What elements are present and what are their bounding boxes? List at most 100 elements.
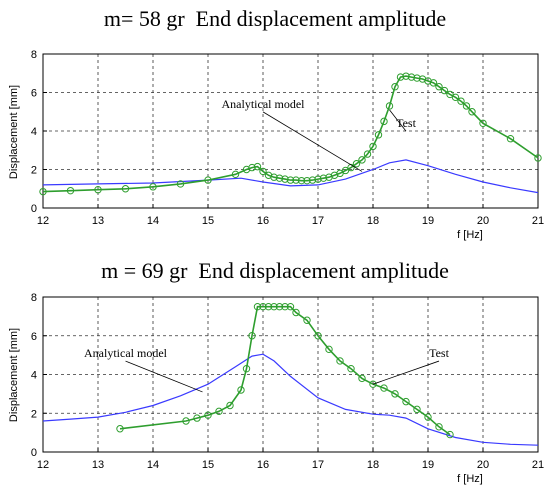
data-point xyxy=(303,316,311,324)
data-point xyxy=(369,142,377,151)
data-point xyxy=(253,162,262,171)
y-tick-label: 2 xyxy=(31,408,37,420)
data-point xyxy=(369,380,377,388)
data-point xyxy=(435,83,443,91)
data-point xyxy=(292,308,300,317)
annotation-arrow xyxy=(389,109,407,132)
series-line-test xyxy=(42,75,539,193)
x-tick-label: 16 xyxy=(257,215,269,227)
data-point xyxy=(259,302,267,311)
data-point xyxy=(308,176,317,184)
y-tick-label: 6 xyxy=(31,331,37,343)
data-point xyxy=(242,364,251,373)
data-point xyxy=(380,117,388,126)
data-point xyxy=(248,332,256,340)
y-tick-label: 0 xyxy=(31,447,37,459)
data-point xyxy=(237,386,245,394)
data-point xyxy=(424,413,432,421)
data-point xyxy=(319,174,328,182)
data-point xyxy=(270,302,278,311)
data-point xyxy=(281,302,289,311)
data-point xyxy=(336,357,344,365)
data-point xyxy=(402,397,410,406)
chart-2: 12 13 14 15 16 17 18 19 20 21 0 2 4 6 8 Displacement [m… xyxy=(8,292,544,485)
y-tick-label: 6 xyxy=(31,88,37,100)
data-point xyxy=(39,187,47,196)
x-tick-label: 14 xyxy=(147,459,159,471)
y-tick-label: 8 xyxy=(31,49,37,61)
data-point xyxy=(94,186,102,194)
series-line-test xyxy=(119,305,451,436)
x-tick-label: 16 xyxy=(257,459,269,471)
y-axis-label: Displacement [mm] xyxy=(8,85,20,179)
series-line-analytical xyxy=(42,159,539,194)
chart-1: 12 13 14 15 16 17 18 19 20 21 0 2 4 6 8 Displacement [m… xyxy=(8,49,544,241)
x-tick-label: 20 xyxy=(477,215,489,227)
data-point xyxy=(468,108,476,116)
x-axis-label: f [Hz] xyxy=(457,473,483,485)
data-point xyxy=(248,163,256,172)
data-point xyxy=(363,150,372,158)
annotation-arrow xyxy=(372,360,440,385)
annotation-arrow xyxy=(262,111,363,172)
data-point xyxy=(204,411,212,419)
data-point xyxy=(358,156,366,164)
annotation-label: Analytical model xyxy=(84,346,168,360)
data-point xyxy=(440,86,449,95)
chart-title-bottom: m = 69 gr End displacement amplitude xyxy=(101,258,449,283)
data-point xyxy=(193,414,201,422)
data-point xyxy=(391,83,399,91)
data-point xyxy=(413,405,421,414)
data-point xyxy=(358,374,366,383)
series-line-analytical xyxy=(42,353,539,446)
data-point xyxy=(314,175,322,183)
chart-title-top: m= 58 gr End displacement amplitude xyxy=(103,6,447,31)
x-tick-label: 12 xyxy=(37,215,49,227)
data-point xyxy=(303,176,311,185)
x-tick-label: 12 xyxy=(37,459,49,471)
x-tick-label: 21 xyxy=(532,459,544,471)
data-point xyxy=(451,93,460,102)
x-tick-label: 19 xyxy=(422,215,434,227)
data-point xyxy=(446,430,454,439)
data-point xyxy=(347,364,355,373)
data-point xyxy=(352,160,361,168)
x-tick-label: 18 xyxy=(367,459,379,471)
data-point xyxy=(121,185,130,193)
data-point xyxy=(253,302,262,311)
x-tick-label: 17 xyxy=(312,215,324,227)
x-tick-label: 13 xyxy=(92,215,104,227)
annotation-label: Analytical model xyxy=(222,97,306,111)
data-point xyxy=(325,345,333,354)
data-point xyxy=(462,102,471,110)
y-axis-label: Displacement [mm] xyxy=(8,328,20,422)
x-tick-label: 15 xyxy=(202,215,214,227)
data-point xyxy=(314,332,322,340)
x-tick-label: 13 xyxy=(92,459,104,471)
data-point xyxy=(204,176,212,184)
x-tick-label: 21 xyxy=(532,215,544,227)
x-axis-label: f [Hz] xyxy=(457,229,483,241)
data-point xyxy=(259,167,267,176)
data-point xyxy=(534,154,542,162)
data-point xyxy=(402,72,410,80)
data-point xyxy=(435,423,443,431)
data-point xyxy=(66,186,75,195)
data-point xyxy=(286,176,295,184)
data-point xyxy=(231,170,240,179)
data-point xyxy=(506,135,515,143)
y-tick-label: 4 xyxy=(31,370,37,382)
data-point xyxy=(215,407,223,416)
data-point xyxy=(385,102,394,110)
x-tick-label: 18 xyxy=(367,215,379,227)
x-tick-label: 17 xyxy=(312,459,324,471)
data-point xyxy=(226,401,234,410)
data-point xyxy=(391,390,399,398)
data-point xyxy=(176,180,185,188)
data-point xyxy=(281,175,289,183)
data-point xyxy=(374,131,383,139)
data-point xyxy=(380,384,388,392)
data-point xyxy=(182,417,190,425)
data-point xyxy=(396,73,405,81)
